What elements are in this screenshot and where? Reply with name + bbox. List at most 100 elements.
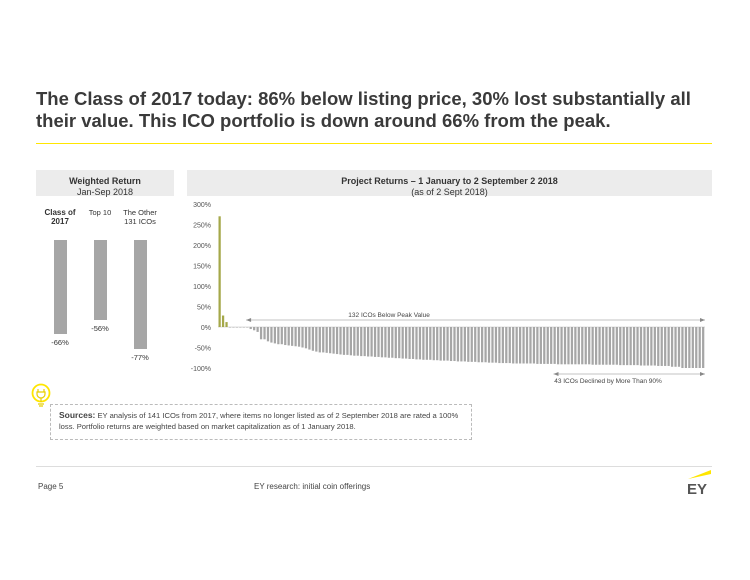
bar: [339, 327, 342, 355]
arrowhead-right: [700, 372, 705, 376]
bar: [266, 327, 270, 342]
bar: [425, 327, 428, 360]
bar: [370, 327, 373, 357]
bar: [512, 327, 515, 364]
y-tick-label: 250%: [193, 223, 211, 230]
bar: [518, 327, 522, 364]
bar: [498, 327, 501, 364]
bar: [291, 327, 294, 346]
bar: [484, 327, 487, 363]
footer-title: EY research: initial coin offerings: [254, 482, 371, 491]
title-rule: [36, 143, 712, 144]
sources-text: EY analysis of 141 ICOs from 2017, where…: [59, 411, 459, 431]
bar: [536, 327, 539, 364]
bar: [315, 327, 318, 352]
bar: [702, 327, 705, 368]
y-tick-label: 50%: [197, 305, 211, 312]
bar: [643, 327, 646, 366]
bar: [335, 327, 339, 355]
bar: [401, 327, 404, 359]
bar: [684, 327, 688, 368]
bar: [308, 327, 311, 350]
bar: [622, 327, 625, 366]
page-number: Page 5: [38, 482, 64, 491]
sources-label: Sources:: [59, 410, 96, 420]
slide-title: The Class of 2017 today: 86% below listi…: [36, 88, 691, 131]
bar: [601, 327, 605, 365]
bar: [256, 327, 259, 332]
bar: [550, 327, 553, 364]
bar: [691, 327, 694, 368]
bar: [242, 327, 245, 328]
bar: [439, 327, 442, 361]
bar: [456, 327, 460, 362]
category-label: The Other 131 ICOs: [123, 208, 157, 226]
bar: [398, 327, 401, 359]
bar: [501, 327, 504, 364]
bar: [608, 327, 612, 365]
project-returns-subtitle: (as of 2 Sept 2018): [411, 187, 488, 197]
bar: [246, 327, 249, 328]
bar: [556, 327, 560, 365]
bar: [487, 327, 491, 363]
bar: [581, 327, 584, 365]
bar: [664, 327, 667, 366]
bar: [480, 327, 484, 363]
bar: [318, 327, 321, 353]
bar: [411, 327, 415, 359]
bar: [422, 327, 425, 360]
y-tick-label: 100%: [193, 284, 211, 291]
category-label: Class of 2017: [44, 208, 76, 226]
bar: [367, 327, 370, 357]
bar: [94, 240, 107, 320]
project-returns-chart: 300% 250% 200% 150% 100% 50% 0% -50% -100% 132 IC…: [191, 202, 705, 385]
bar: [356, 327, 359, 356]
y-tick-label: -50%: [195, 346, 211, 353]
bar: [588, 327, 591, 365]
bar: [301, 327, 304, 348]
bar: [570, 327, 574, 365]
bar: [525, 327, 529, 364]
bar: [681, 327, 684, 368]
bar: [384, 327, 387, 358]
bar: [467, 327, 470, 362]
y-tick-label: 200%: [193, 243, 211, 250]
bar: [567, 327, 570, 365]
bar: [560, 327, 563, 365]
bar: [494, 327, 498, 363]
footer-rule: [36, 466, 712, 467]
bar: [584, 327, 587, 365]
bar: [446, 327, 449, 361]
bar: [543, 327, 546, 364]
bar: [415, 327, 418, 360]
bar: [273, 327, 277, 344]
bar: [594, 327, 598, 365]
weighted-return-chart: Class of 2017 -66% Top 10 -56% The Other 131…: [36, 200, 174, 380]
bar: [574, 327, 577, 365]
value-label: -66%: [51, 337, 69, 347]
bar: [677, 327, 681, 367]
bar: [253, 327, 256, 331]
bar: [539, 327, 542, 364]
project-returns-title: Project Returns – 1 January to 2 Septemb…: [341, 176, 558, 186]
bar: [304, 327, 308, 349]
bar: [660, 327, 663, 366]
bar: [688, 327, 691, 368]
svg-text:EY: EY: [687, 481, 707, 496]
bar: [394, 327, 397, 359]
bar: [508, 327, 511, 364]
bar: [529, 327, 532, 364]
bar: [432, 327, 435, 361]
bar: [353, 327, 356, 356]
bar: [615, 327, 618, 365]
bar: [235, 327, 239, 328]
bar: [311, 327, 315, 351]
bar: [408, 327, 411, 359]
bar: [436, 327, 439, 361]
bar: [280, 327, 283, 345]
bar: [325, 327, 328, 353]
bar: [377, 327, 380, 357]
value-label: -77%: [131, 353, 149, 363]
bar: [263, 327, 266, 340]
